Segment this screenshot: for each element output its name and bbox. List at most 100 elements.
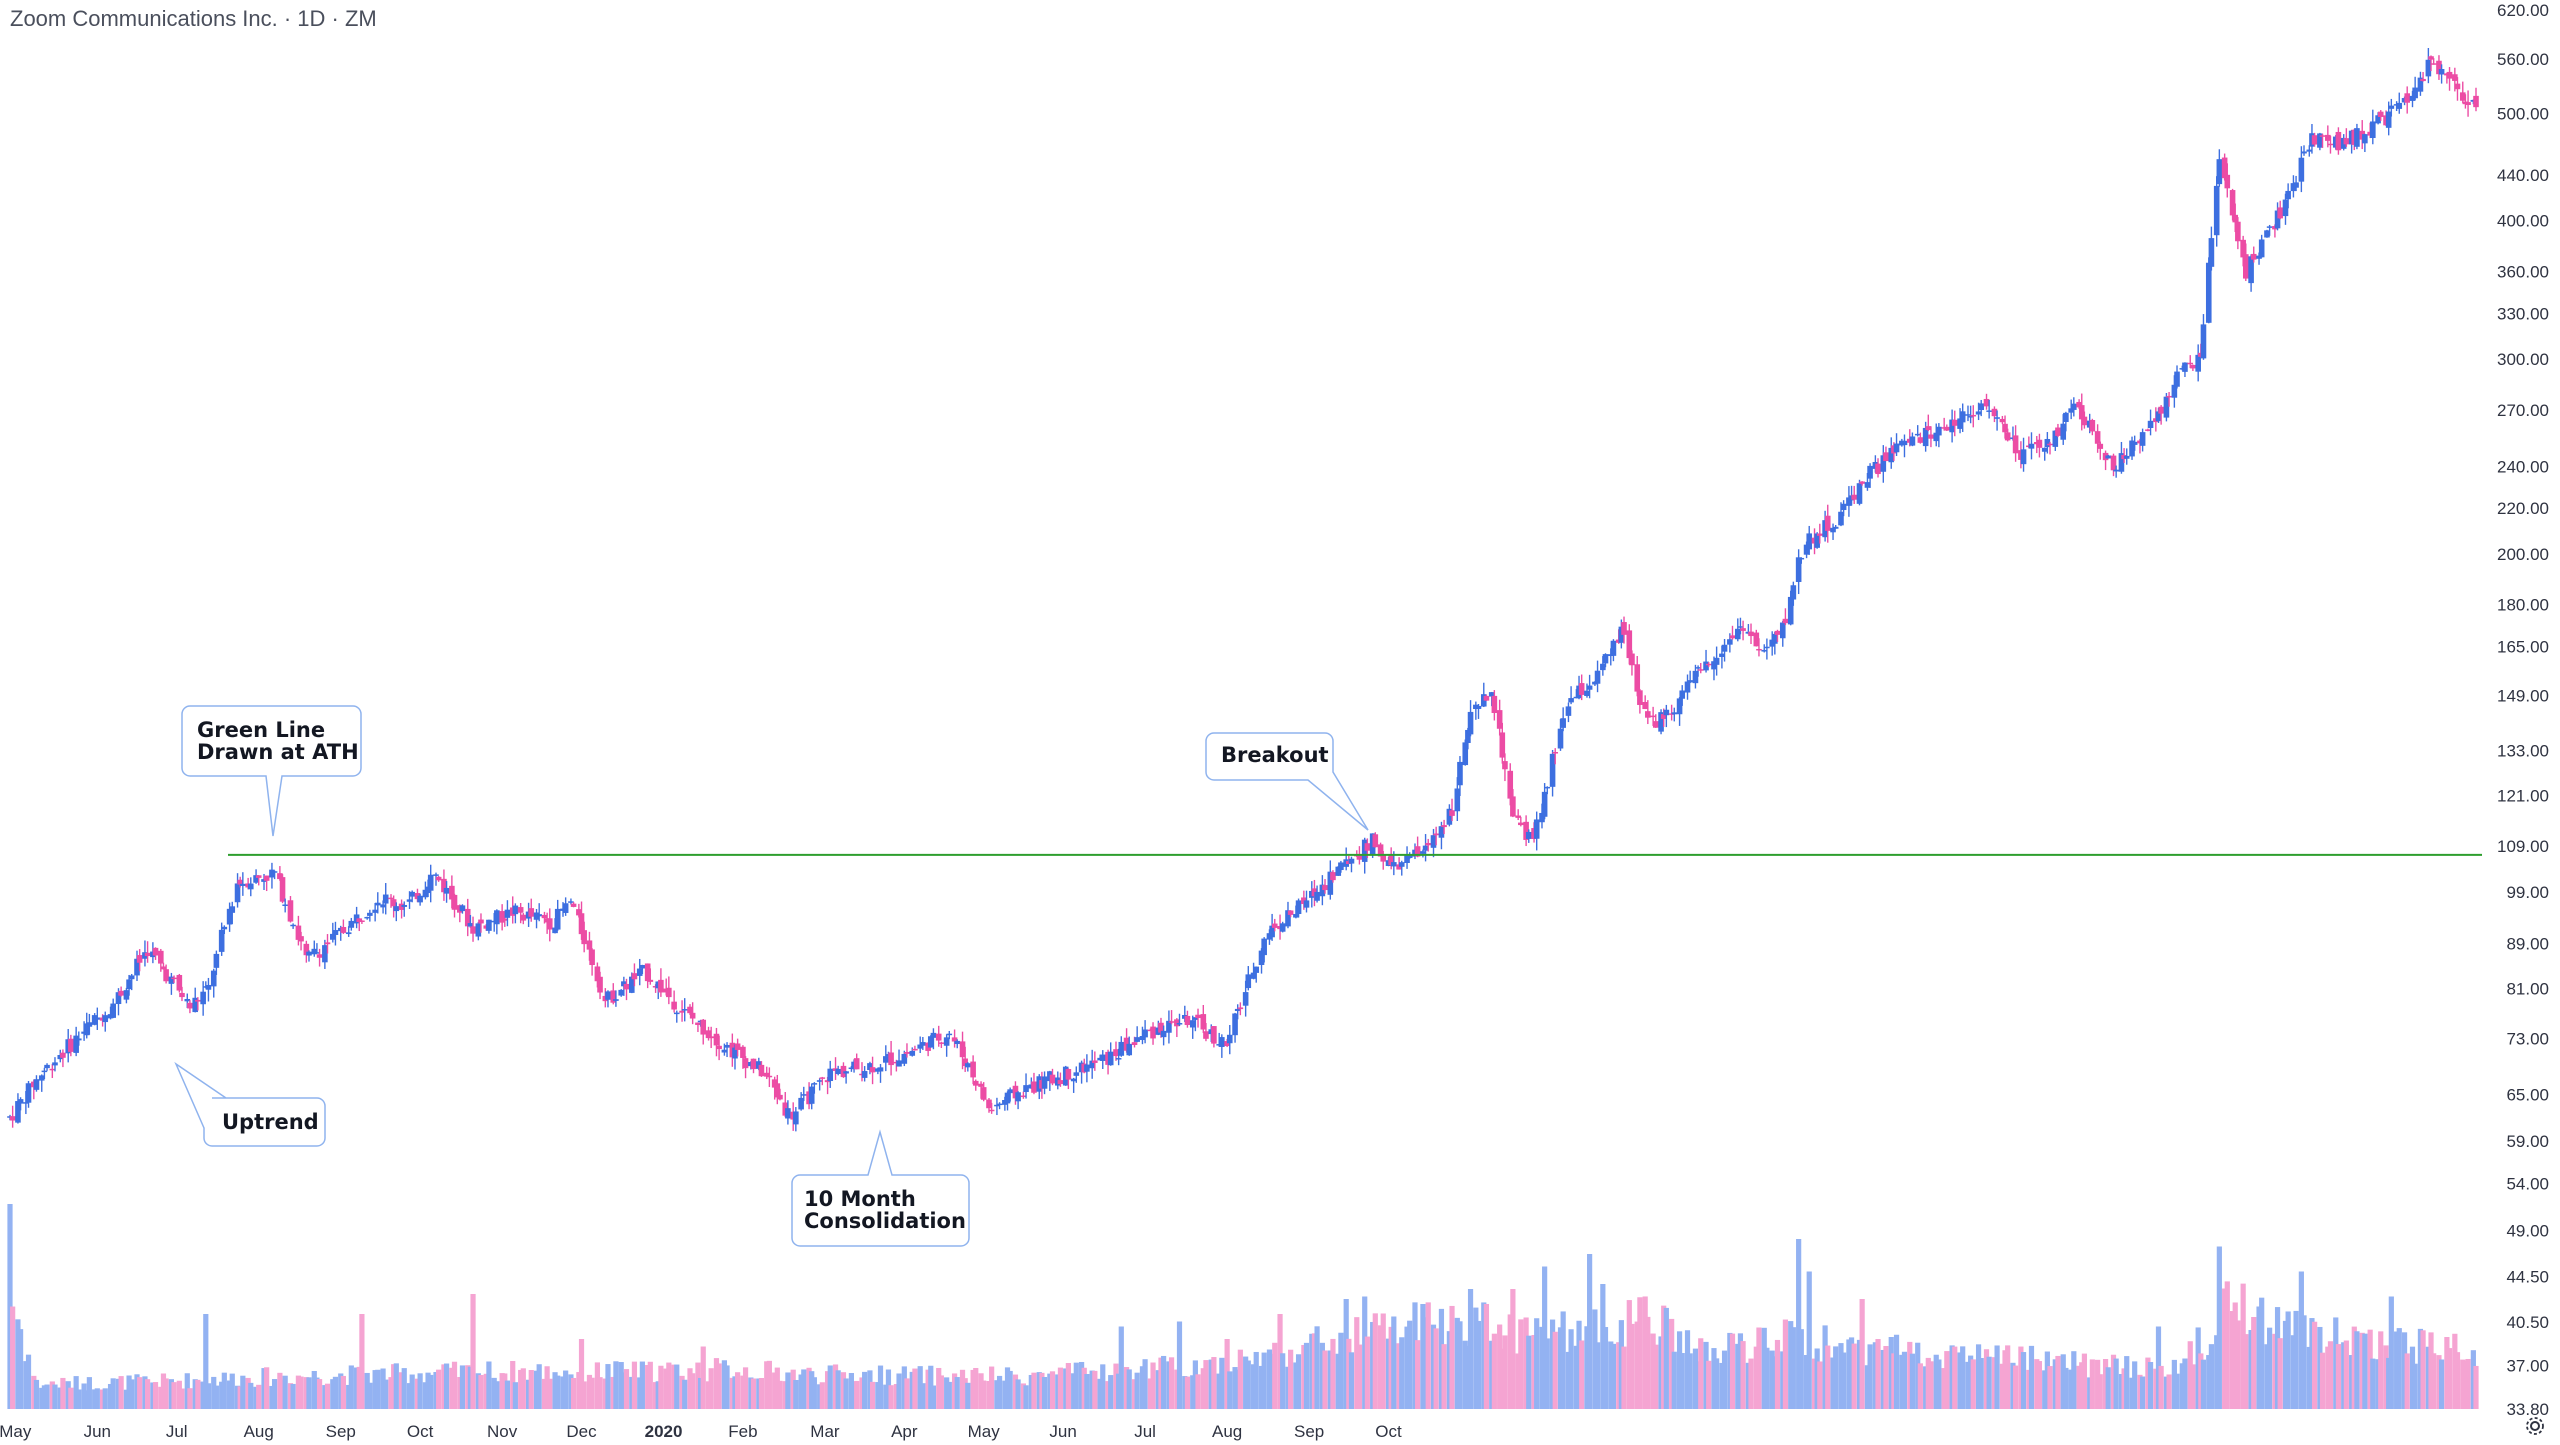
candle-body [827,1068,834,1082]
candle-body [49,1068,56,1071]
volume-bar [647,1361,653,1409]
settings-gear-icon[interactable] [2524,1415,2546,1437]
candle-body [1584,690,1590,697]
candle-body [179,992,185,998]
candle-body [1626,630,1633,659]
candle-body [1232,1013,1238,1036]
candle-body [1253,966,1260,973]
volume-bar [1245,1360,1251,1409]
volume-bar [248,1382,254,1409]
volume-bar [793,1379,799,1409]
candle-body [2063,412,2069,422]
volume-bar [1814,1348,1820,1409]
candle-body [1748,631,1754,637]
volume-bar [1319,1342,1325,1409]
candle-body [2205,262,2212,323]
candle-body [115,992,122,1005]
candle-body [1295,900,1302,915]
volume-bar [1489,1340,1495,1409]
volume-bar [2444,1337,2450,1409]
candle-body [1864,482,1871,488]
volume-bar [806,1367,812,1409]
candle-body [644,963,651,982]
volume-bar [1960,1346,1966,1409]
candle-body [1994,417,2000,419]
volume-bar [994,1380,1000,1409]
y-tick-label: 270.00 [2497,401,2549,420]
candle-body [367,912,373,916]
volume-bar [2325,1346,2331,1409]
volume-bar [1833,1346,1839,1409]
volume-bar [330,1379,336,1409]
candle-body [700,1019,707,1035]
candle-body [610,990,617,1003]
volume-bar [1123,1367,1130,1409]
candle-body [636,968,643,976]
candle-body [1552,752,1559,754]
candle-body [1348,858,1355,864]
volume-bar [1756,1327,1762,1409]
volume-bar [1467,1289,1474,1409]
volume-bar [2277,1338,2283,1409]
volume-bar [15,1319,21,1409]
candle-body [2044,438,2051,448]
candle-body [1909,436,1916,446]
y-tick-label: 59.00 [2506,1132,2549,1151]
volume-bar [1449,1305,1455,1409]
volume-bar [729,1377,735,1409]
candle-body [1737,626,1744,628]
candle-body [1084,1064,1090,1072]
volume-bar [2005,1345,2011,1409]
candle-body [2174,371,2180,387]
candle-body [1099,1054,1106,1061]
volume-bar [1658,1336,1664,1409]
candle-body [126,979,132,990]
volume-bar [1174,1369,1180,1409]
candle-body [1798,557,1805,560]
volume-bar [2359,1332,2365,1409]
volume-bar [1235,1369,1241,1409]
volume-bar [1176,1321,1183,1409]
candle-body [517,907,524,913]
candle-body [2409,95,2416,101]
candle-body [1330,872,1336,881]
volume-bar [2182,1358,2188,1409]
volume-bar [1859,1299,1865,1409]
candle-body [1756,648,1762,651]
candle-body [332,930,339,935]
volume-bar [2351,1326,2357,1409]
volume-bar [774,1367,780,1409]
annotation-breakout-text: Breakout [1221,743,1329,767]
candle-body [679,1010,685,1013]
volume-bar [2166,1374,2172,1409]
volume-bar [1491,1333,1497,1409]
volume-bar [930,1385,937,1409]
volume-bar [1438,1308,1445,1409]
volume-bar [261,1368,267,1409]
volume-bar [298,1376,304,1409]
volume-bar [1346,1338,1352,1409]
candle-body [2081,416,2088,426]
volume-bar [68,1387,74,1409]
volume-bar [740,1375,746,1409]
candle-body [144,952,151,957]
volume-bar [1891,1353,1897,1409]
volume-bar [41,1385,47,1409]
candle-body [501,918,508,921]
volume-bar [1446,1331,1452,1409]
candle-body [1192,1017,1199,1020]
candle-body [1880,455,1887,472]
candle-body [867,1063,873,1071]
volume-bar [1729,1333,1736,1409]
candle-body [2388,105,2395,109]
candle-body [2055,427,2061,436]
volume-bar [31,1375,37,1409]
x-tick-label: May [968,1422,1001,1441]
volume-bar [2129,1377,2135,1409]
y-tick-label: 37.00 [2506,1357,2549,1376]
candle-body [306,951,312,956]
volume-bar [234,1385,241,1409]
candle-body [1787,596,1794,625]
volume-bar [2063,1367,2069,1409]
